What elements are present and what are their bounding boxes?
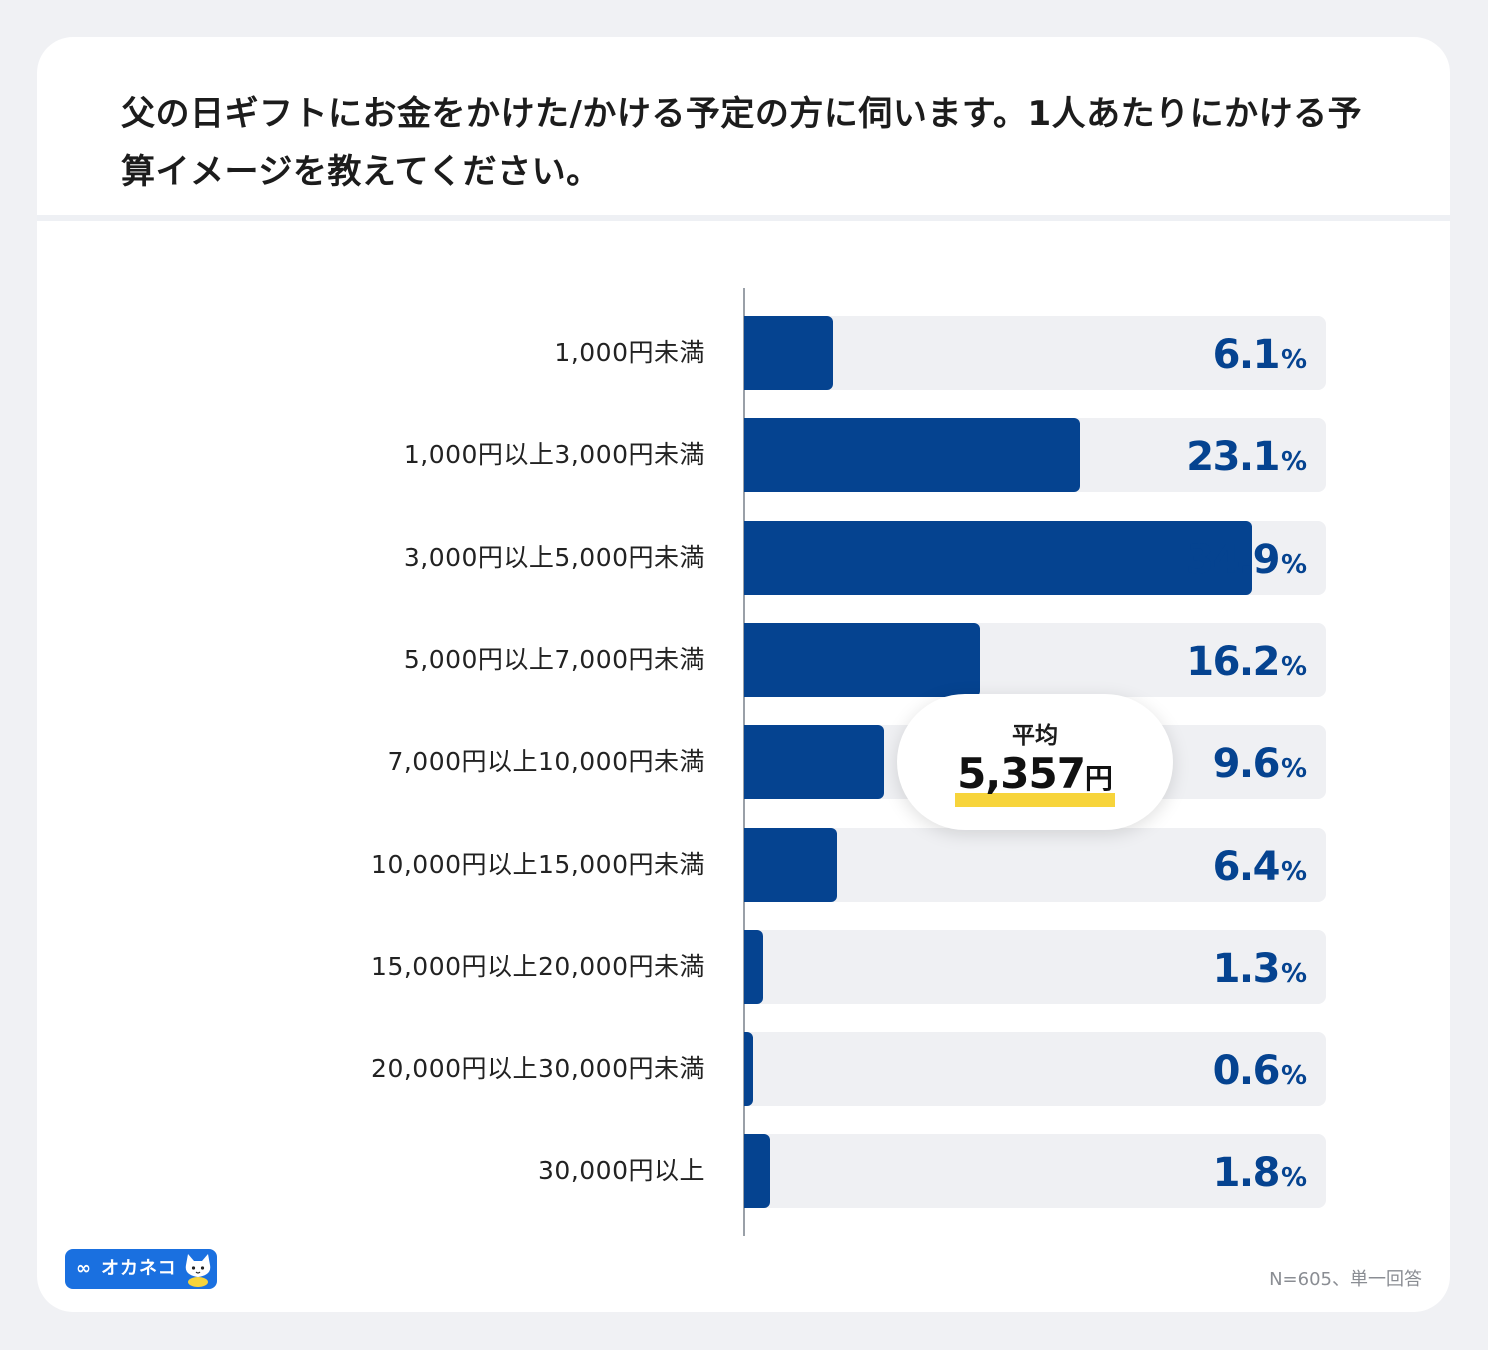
bar-row: 1,000円以上3,000円未満 23.1%: [37, 418, 1450, 492]
bar: [744, 623, 980, 697]
value-label: 9.6%: [1212, 741, 1307, 787]
bar-track: [744, 1032, 1326, 1106]
category-label: 1,000円以上3,000円未満: [403, 440, 705, 469]
sample-size-note: N=605、単一回答: [1269, 1269, 1422, 1290]
value-label: 16.2%: [1186, 639, 1307, 685]
category-label: 20,000円以上30,000円未満: [371, 1054, 705, 1083]
bar-row: 5,000円以上7,000円未満 16.2%: [37, 623, 1450, 697]
okaneko-logo: ∞ オカネコ: [65, 1249, 217, 1289]
bar-row: 20,000円以上30,000円未満 0.6%: [37, 1032, 1450, 1106]
bar: [744, 1134, 771, 1208]
value-label: 34.9%: [1186, 537, 1307, 583]
bar-row: 1,000円未満 6.1%: [37, 316, 1450, 390]
bar-row: 30,000円以上 1.8%: [37, 1134, 1450, 1208]
category-label: 15,000円以上20,000円未満: [371, 952, 705, 981]
bar-track: [744, 1134, 1326, 1208]
average-label: 平均: [1012, 723, 1058, 749]
category-label: 10,000円以上15,000円未満: [371, 850, 705, 879]
value-label: 1.3%: [1212, 946, 1307, 992]
bar-row: 15,000円以上20,000円未満 1.3%: [37, 930, 1450, 1004]
average-callout: 平均 5,357円: [897, 694, 1173, 830]
bar: [744, 930, 763, 1004]
category-label: 30,000円以上: [538, 1156, 705, 1185]
value-label: 1.8%: [1212, 1150, 1307, 1196]
average-number: 5,357: [957, 749, 1086, 798]
bar-chart: 1,000円未満 6.1% 1,000円以上3,000円未満 23.1% 3,000円以…: [37, 37, 1450, 1312]
bar-row: 7,000円以上10,000円未満 9.6%: [37, 725, 1450, 799]
bar-track: [744, 930, 1326, 1004]
chart-title: 父の日ギフトにお金をかけた/かける予定の方に伺います。1人あたりにかける予算イメ…: [121, 94, 1363, 192]
average-value: 5,357円: [955, 749, 1115, 807]
bar: [744, 316, 833, 390]
bar-track: [744, 316, 1326, 390]
logo-text: オカネコ: [101, 1258, 177, 1279]
value-label: 23.1%: [1186, 434, 1307, 480]
value-label: 6.4%: [1212, 844, 1307, 890]
value-label: 6.1%: [1212, 332, 1307, 378]
bar: [744, 418, 1081, 492]
category-label: 3,000円以上5,000円未満: [403, 543, 705, 572]
bar-row: 3,000円以上5,000円未満 34.9%: [37, 521, 1450, 595]
bar-row: 10,000円以上15,000円未満 6.4%: [37, 828, 1450, 902]
cat-mascot-icon: [185, 1254, 211, 1287]
bar: [744, 828, 838, 902]
bar: [744, 725, 884, 799]
bar: [744, 1032, 753, 1106]
value-label: 0.6%: [1212, 1048, 1307, 1094]
chart-card: 父の日ギフトにお金をかけた/かける予定の方に伺います。1人あたりにかける予算イメ…: [37, 37, 1450, 1312]
header: 父の日ギフトにお金をかけた/かける予定の方に伺います。1人あたりにかける予算イメ…: [37, 37, 1450, 221]
bar-track: [744, 828, 1326, 902]
infinity-icon: ∞: [76, 1258, 91, 1279]
bar: [744, 521, 1252, 595]
category-label: 1,000円未満: [554, 338, 705, 367]
category-label: 5,000円以上7,000円未満: [403, 645, 705, 674]
category-label: 7,000円以上10,000円未満: [387, 747, 705, 776]
average-unit: 円: [1084, 762, 1113, 795]
